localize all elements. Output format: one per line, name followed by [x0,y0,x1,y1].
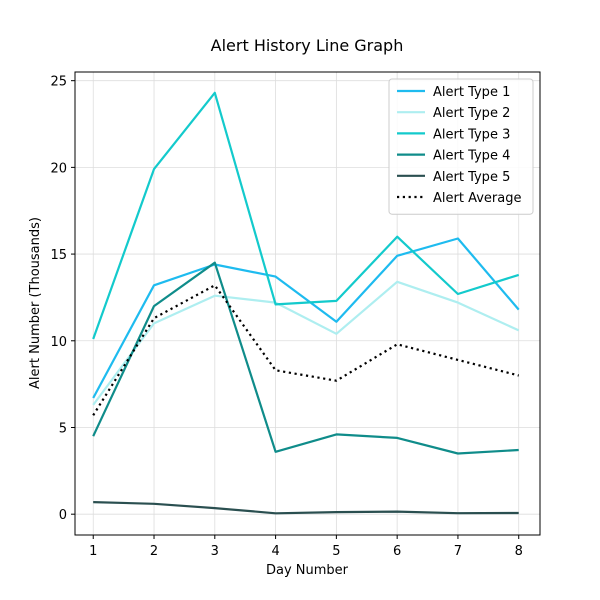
plot-frame [74,71,541,536]
legend-entry-label: Alert Type 1 [433,85,510,100]
y-axis-ticks: 0 5 10 15 20 25 [50,75,75,523]
chart-title: Alert History Line Graph [211,36,404,55]
y-tick-label: 25 [50,75,67,90]
x-tick-label: 3 [211,544,219,559]
legend-entry-label: Alert Type 2 [433,106,510,121]
series-line-3 [92,91,520,340]
y-tick-label: 0 [59,508,67,523]
series-line-5 [93,501,519,515]
x-tick-label: 7 [454,544,462,559]
series-line-1 [92,237,520,399]
y-axis-label: Alert Number (Thousands) [28,217,43,389]
y-tick-label: 15 [50,248,67,263]
series-line-4 [92,261,519,455]
x-tick-label: 2 [150,544,158,559]
x-tick-label: 4 [271,544,279,559]
legend-entry-label: Alert Type 3 [433,127,510,142]
y-tick-label: 5 [59,421,67,436]
legend: Alert Type 1 Alert Type 2 Alert Type 3 Aler… [388,78,534,215]
x-tick-label: 5 [332,544,340,559]
legend-entry-label: Alert Type 4 [433,149,510,164]
series-line-6 [92,284,519,416]
x-axis-label: Day Number [266,563,349,578]
x-tick-label: 6 [393,544,401,559]
legend-entry-label: Alert Average [433,191,521,206]
series-line-2 [92,280,520,406]
y-tick-label: 10 [50,335,67,350]
series-group [92,91,520,515]
legend-entry-label: Alert Type 5 [433,170,510,185]
x-tick-label: 1 [89,544,97,559]
x-axis-ticks: 1 2 3 4 5 6 7 8 [89,535,523,559]
x-tick-label: 8 [515,544,523,559]
y-tick-label: 20 [50,161,67,176]
